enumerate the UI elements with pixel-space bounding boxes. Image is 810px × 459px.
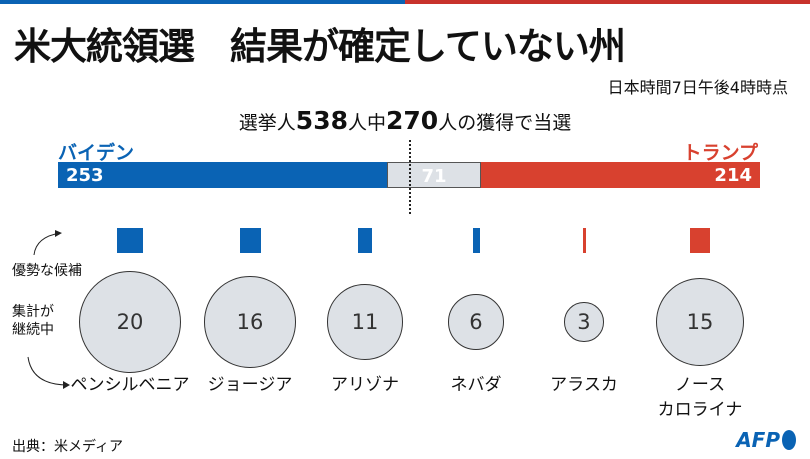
biden-label: バイデン: [58, 142, 135, 164]
afp-logo: AFP: [736, 428, 796, 452]
top-stripe-red: [405, 0, 810, 4]
note-counting-2: 継続中: [12, 322, 54, 338]
trump-label: トランプ: [682, 142, 758, 164]
state-label: アリゾナ: [295, 373, 435, 398]
electors-count: 16: [236, 309, 264, 334]
arrowhead-icon: [63, 381, 70, 389]
electors-count: 11: [351, 309, 379, 334]
electors-bubble: 11: [327, 284, 403, 360]
state-name: アラスカ: [550, 375, 618, 395]
rule-mid: 人中: [347, 112, 386, 134]
electors-count: 6: [469, 309, 483, 334]
state-name-line2: カロライナ: [657, 400, 743, 420]
note-leading: 優勢な候補: [12, 263, 82, 279]
state-label: ペンシルベニア: [60, 373, 200, 398]
leading-marker: [690, 228, 710, 253]
leading-marker: [239, 228, 261, 253]
leading-marker: [117, 228, 143, 253]
leading-marker: [582, 228, 586, 253]
electors-bubble: 3: [564, 302, 604, 342]
state-name: ペンシルベニア: [70, 375, 190, 395]
electors-bubble: 6: [448, 294, 504, 350]
bar-undecided: 71: [387, 162, 481, 188]
page-title: 米大統領選 結果が確定していない州: [14, 25, 626, 68]
rule-needed: 270: [386, 106, 439, 135]
state-label: ジョージア: [180, 373, 320, 398]
annotation-arrows: [27, 230, 70, 389]
top-stripe-blue: [0, 0, 405, 4]
electors-count: 15: [686, 309, 714, 334]
electors-bubble: 16: [204, 276, 296, 368]
note-counting-1: 集計が: [12, 304, 54, 320]
bar-trump: 214: [481, 162, 760, 188]
bar-biden: 253: [58, 162, 387, 188]
electors-count: 20: [116, 310, 144, 334]
leading-marker: [472, 228, 480, 253]
electors-bubble: 15: [655, 277, 745, 367]
rule-post: 人の獲得で当選: [438, 112, 572, 134]
source-note: 出典：米メディア: [12, 439, 124, 455]
state-label: アラスカ: [514, 373, 654, 398]
rule-total: 538: [295, 106, 348, 135]
state-name: ノース: [674, 375, 726, 395]
state-label: ノース カロライナ: [630, 373, 770, 423]
rule-pre: 選挙人: [238, 112, 296, 134]
state-label: ネバダ: [406, 373, 546, 398]
arrow-down-icon: [27, 356, 69, 386]
state-name: ネバダ: [450, 375, 502, 395]
arrowhead-icon: [55, 230, 62, 237]
afp-logo-text: AFP: [736, 428, 780, 452]
afp-logo-dot: [782, 430, 796, 450]
win-rule: 選挙人538人中270人の獲得で当選: [0, 106, 810, 135]
leading-marker: [358, 228, 372, 253]
electors-count: 3: [577, 309, 591, 334]
threshold-line: [409, 140, 411, 214]
timestamp: 日本時間7日午後4時時点: [607, 78, 788, 97]
electors-bubble: 20: [79, 271, 181, 373]
state-name: アリゾナ: [331, 375, 399, 395]
state-name: ジョージア: [207, 375, 293, 395]
